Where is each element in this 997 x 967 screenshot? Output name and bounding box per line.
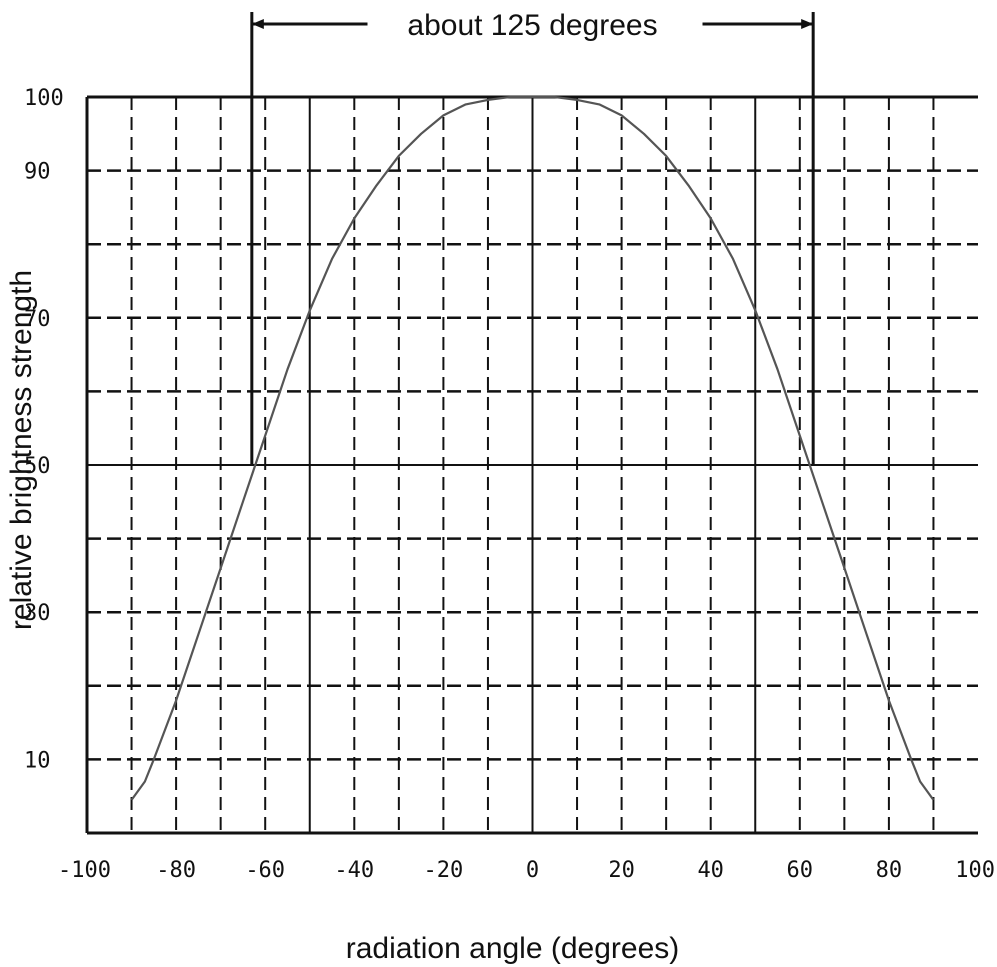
x-tick-label: 20 <box>608 858 635 883</box>
x-tick-label: -60 <box>245 858 285 883</box>
annotation-label: about 125 degrees <box>407 9 657 42</box>
x-tick-labels: -100 -80 -60 -40 -20 0 20 40 60 80 100 <box>58 858 995 883</box>
x-axis-title: radiation angle (degrees) <box>346 932 680 965</box>
y-tick-label: 90 <box>24 160 51 185</box>
x-tick-label: 60 <box>787 858 814 883</box>
x-tick-label: 100 <box>955 858 995 883</box>
x-tick-label: 0 <box>526 858 539 883</box>
x-tick-label: -20 <box>424 858 464 883</box>
x-tick-label: 40 <box>697 858 724 883</box>
y-axis-title: relative brightness strength <box>5 270 38 630</box>
x-tick-label: -40 <box>334 858 374 883</box>
x-tick-label: -80 <box>156 858 196 883</box>
y-tick-label: 10 <box>24 748 51 773</box>
y-tick-label: 100 <box>24 86 64 111</box>
x-tick-label: -100 <box>58 858 111 883</box>
x-tick-label: 80 <box>876 858 903 883</box>
grid <box>87 97 978 833</box>
